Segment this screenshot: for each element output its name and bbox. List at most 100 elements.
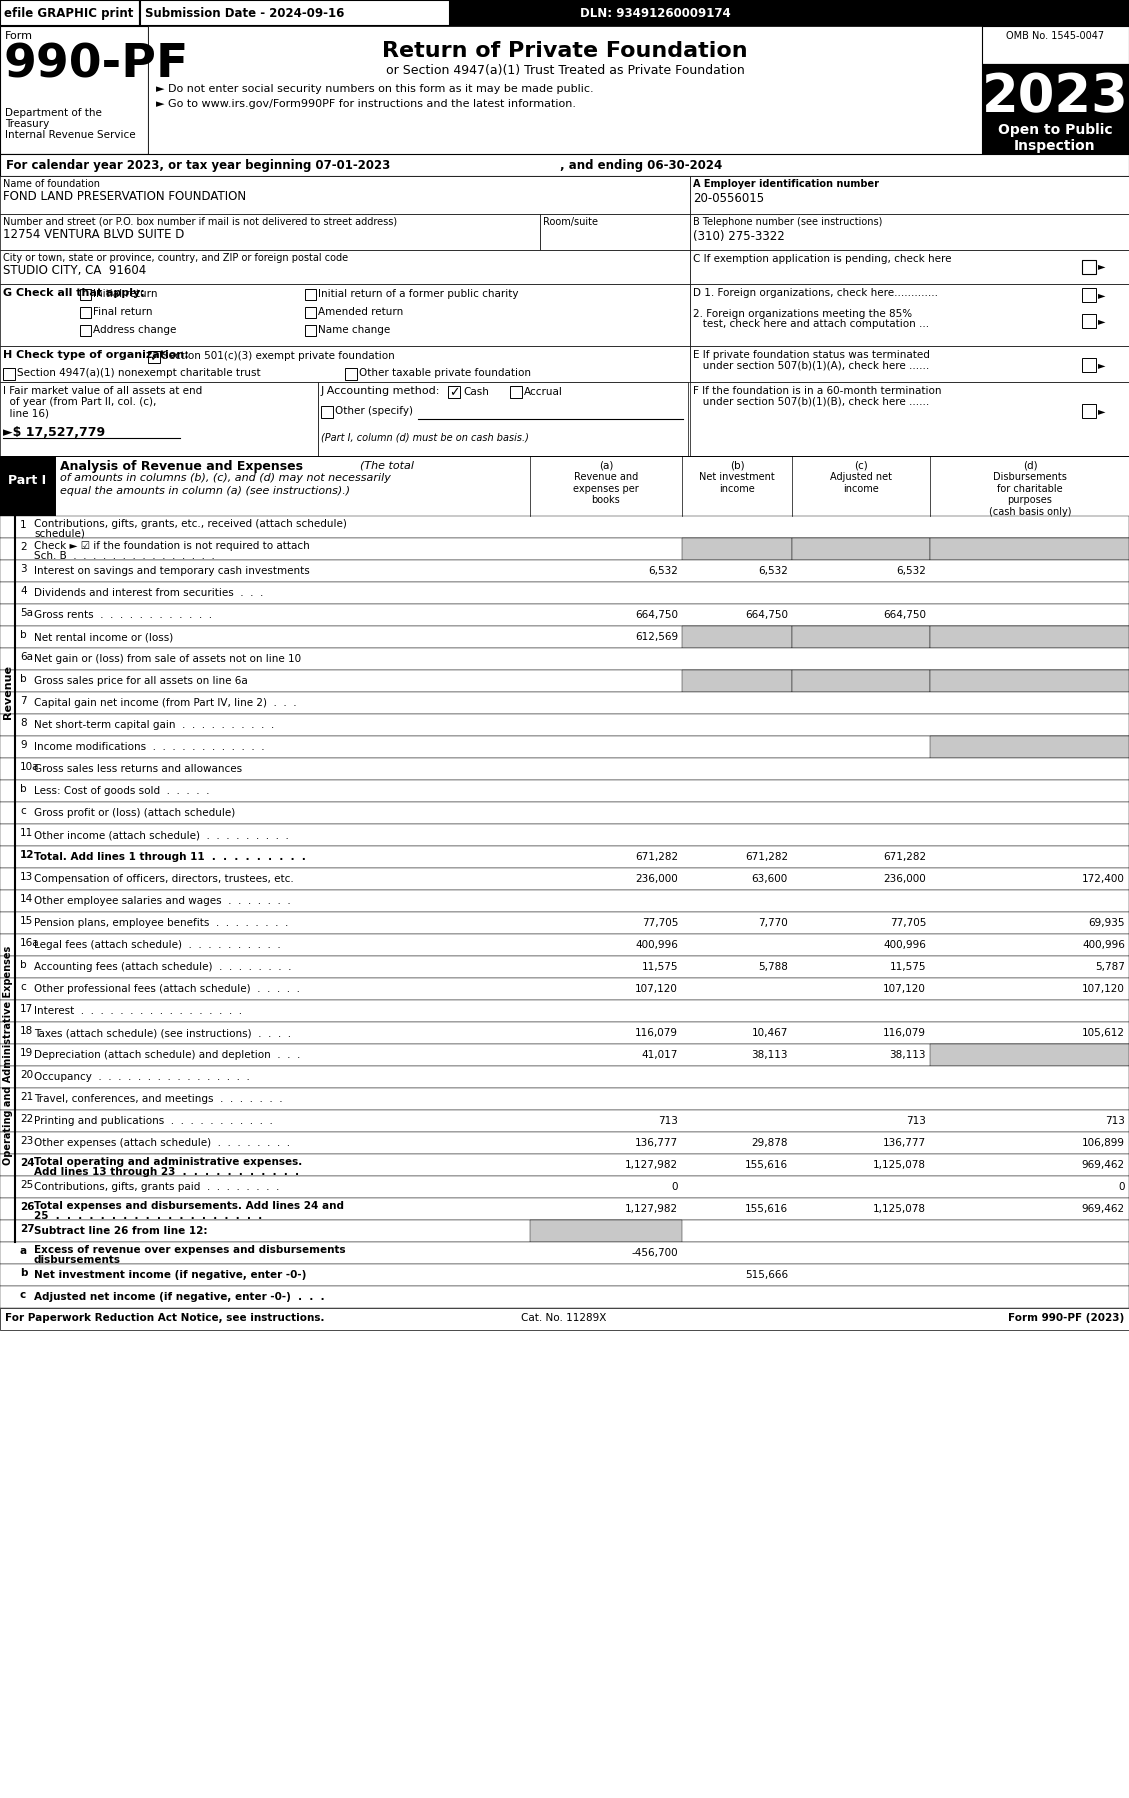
Bar [690,284,1129,345]
Text: 612,569: 612,569 [634,633,679,642]
Text: 18: 18 [20,1027,33,1036]
Text: a: a [20,1246,27,1257]
Bar [0,1154,1129,1176]
Text: Initial return of a former public charity: Initial return of a former public charit… [318,289,518,298]
Text: Net rental income or (loss): Net rental income or (loss) [34,633,173,642]
Text: of year (from Part II, col. (c),: of year (from Part II, col. (c), [3,397,157,406]
Text: 400,996: 400,996 [1082,940,1124,949]
Text: 25  .  .  .  .  .  .  .  .  .  .  .  .  .  .  .  .  .  .  .: 25 . . . . . . . . . . . . . . . . . . . [34,1212,262,1221]
Bar [0,1176,1129,1197]
Bar [0,250,690,284]
Bar [305,289,316,300]
Text: Form: Form [5,31,33,41]
Text: Accounting fees (attach schedule)  .  .  .  .  .  .  .  .: Accounting fees (attach schedule) . . . … [34,962,291,973]
Text: Other income (attach schedule)  .  .  .  .  .  .  .  .  .: Other income (attach schedule) . . . . .… [34,831,289,840]
Bar [0,735,1129,759]
Bar [0,647,1129,671]
Text: Adjusted net
income: Adjusted net income [830,473,892,494]
Text: Initial return: Initial return [93,289,158,298]
Bar [540,214,690,250]
Text: 19: 19 [20,1048,33,1057]
Bar [690,250,1129,284]
Text: 1,127,982: 1,127,982 [624,1160,679,1170]
Bar [690,381,1129,457]
Text: efile GRAPHIC print: efile GRAPHIC print [5,7,133,20]
Bar [345,369,357,379]
Bar [1082,261,1096,273]
Text: 27: 27 [20,1224,35,1233]
Text: -456,700: -456,700 [631,1248,679,1259]
Text: c: c [20,806,26,816]
Bar [793,626,930,647]
Text: 0: 0 [1119,1181,1124,1192]
Text: Total. Add lines 1 through 11  .  .  .  .  .  .  .  .  .: Total. Add lines 1 through 11 . . . . . … [34,852,306,861]
Bar [0,155,1129,176]
Text: 2023: 2023 [981,70,1129,122]
Text: 515,666: 515,666 [745,1269,788,1280]
Text: 38,113: 38,113 [890,1050,926,1061]
Text: Other expenses (attach schedule)  .  .  .  .  .  .  .  .: Other expenses (attach schedule) . . . .… [34,1138,290,1147]
Bar [0,780,1129,802]
Text: b: b [20,960,27,969]
Text: 77,705: 77,705 [890,919,926,928]
Bar [0,1197,1129,1221]
Text: Net gain or (loss) from sale of assets not on line 10: Net gain or (loss) from sale of assets n… [34,654,301,663]
Text: Gross profit or (loss) (attach schedule): Gross profit or (loss) (attach schedule) [34,807,235,818]
Text: Section 501(c)(3) exempt private foundation: Section 501(c)(3) exempt private foundat… [161,351,395,361]
Text: 16a: 16a [20,939,40,948]
Text: ►: ► [1099,360,1105,370]
Text: 13: 13 [20,872,33,883]
Bar [930,671,1129,692]
Text: 22: 22 [20,1115,33,1124]
Bar [0,957,1129,978]
Bar [0,176,690,214]
Text: 26: 26 [20,1203,35,1212]
Text: J Accounting method:: J Accounting method: [321,387,440,396]
Bar [0,1109,1129,1133]
Text: For calendar year 2023, or tax year beginning 07-01-2023: For calendar year 2023, or tax year begi… [6,158,391,173]
Bar [930,626,1129,647]
Text: ►$ 17,527,779: ►$ 17,527,779 [3,426,105,439]
Text: test, check here and attach computation ...: test, check here and attach computation … [693,318,929,329]
Text: 172,400: 172,400 [1082,874,1124,885]
Bar [0,516,1129,538]
Text: 15: 15 [20,915,33,926]
Text: 671,282: 671,282 [883,852,926,861]
Text: 20: 20 [20,1070,33,1081]
Text: Add lines 13 through 23  .  .  .  .  .  .  .  .  .  .  .: Add lines 13 through 23 . . . . . . . . … [34,1167,299,1178]
Text: under section 507(b)(1)(B), check here ......: under section 507(b)(1)(B), check here .… [693,397,929,406]
Text: 713: 713 [907,1117,926,1126]
Bar [0,381,318,457]
Text: Capital gain net income (from Part IV, line 2)  .  .  .: Capital gain net income (from Part IV, l… [34,698,297,708]
Text: ✓: ✓ [149,351,159,363]
Text: 1: 1 [20,520,27,530]
Text: Disbursements
for charitable
purposes
(cash basis only): Disbursements for charitable purposes (c… [989,473,1071,516]
Text: 969,462: 969,462 [1082,1205,1124,1214]
Bar [0,559,1129,583]
Bar [690,176,1129,214]
Bar [0,802,1129,823]
Text: 24: 24 [20,1158,35,1169]
Text: Net short-term capital gain  .  .  .  .  .  .  .  .  .  .: Net short-term capital gain . . . . . . … [34,719,274,730]
Text: Room/suite: Room/suite [543,218,598,227]
Text: 664,750: 664,750 [745,610,788,620]
Text: Other professional fees (attach schedule)  .  .  .  .  .: Other professional fees (attach schedule… [34,984,300,994]
Text: Number and street (or P.O. box number if mail is not delivered to street address: Number and street (or P.O. box number if… [3,218,397,227]
Text: Part I: Part I [8,475,46,487]
Text: Sch. B  .  .  .  .  .  .  .  .  .  .  .  .  .  .  .: Sch. B . . . . . . . . . . . . . . . [34,550,215,561]
Text: Other taxable private foundation: Other taxable private foundation [359,369,531,378]
Text: OMB No. 1545-0047: OMB No. 1545-0047 [1006,31,1104,41]
Text: 6a: 6a [20,653,33,662]
Text: schedule): schedule) [34,529,85,539]
Bar [0,759,1129,780]
Bar [0,1307,1129,1331]
Bar [0,0,1129,25]
Text: 11: 11 [20,829,33,838]
Text: 2: 2 [20,541,27,552]
Bar [690,345,1129,381]
Text: Gross sales less returns and allowances: Gross sales less returns and allowances [34,764,242,773]
Text: 236,000: 236,000 [636,874,679,885]
Text: Excess of revenue over expenses and disbursements: Excess of revenue over expenses and disb… [34,1244,345,1255]
Bar [682,538,793,559]
Text: Occupancy  .  .  .  .  .  .  .  .  .  .  .  .  .  .  .  .: Occupancy . . . . . . . . . . . . . . . … [34,1072,250,1082]
